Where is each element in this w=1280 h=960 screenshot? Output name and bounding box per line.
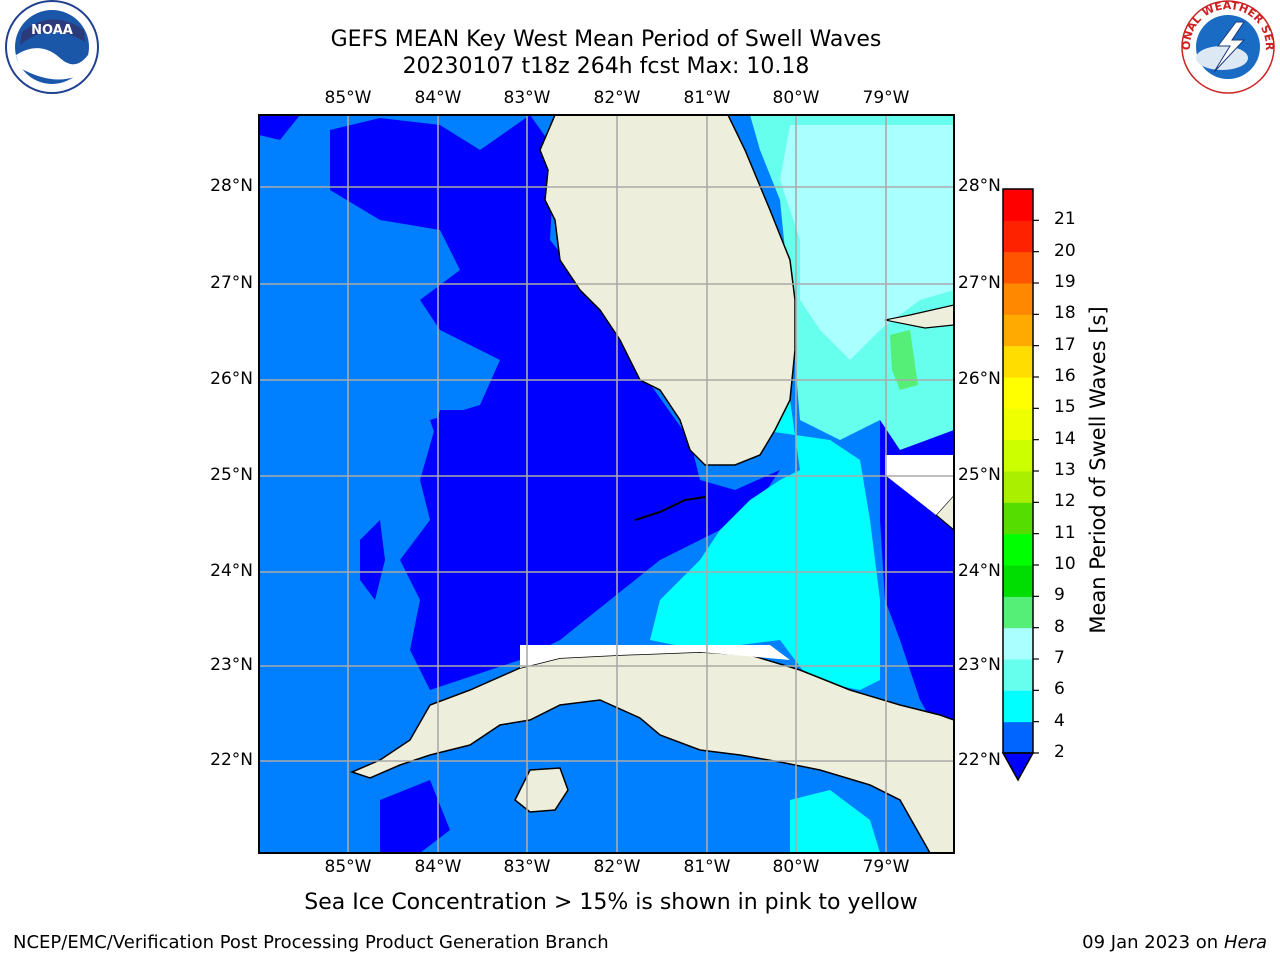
lat-label-left: 28°N — [210, 176, 253, 196]
colorbar-tick-label: 21 — [1054, 209, 1076, 230]
map-subtitle-date: 20230107 t18z 264h fcst Max: 10.18 — [402, 54, 810, 79]
colorbar-tick-label: 18 — [1054, 303, 1076, 324]
contour-lt2-small — [360, 520, 385, 600]
lat-label-right: 26°N — [958, 369, 1001, 389]
lon-label-top: 81°W — [683, 88, 731, 108]
lat-label-left: 25°N — [210, 465, 253, 485]
sea-ice-note: Sea Ice Concentration > 15% is shown in … — [304, 890, 918, 915]
colorbar-swatch — [1003, 721, 1033, 754]
footer-date-text: 09 Jan 2023 on — [1082, 932, 1219, 953]
lat-label-left: 23°N — [210, 655, 253, 675]
noaa-logo: NOAA — [5, 0, 99, 94]
lon-label-bottom: 85°W — [324, 857, 372, 877]
land-isla-juventud — [514, 767, 569, 813]
lon-label-top: 80°W — [772, 88, 820, 108]
colorbar-tick-label: 10 — [1054, 554, 1076, 574]
lat-label-right: 24°N — [958, 561, 1001, 581]
contour-4to6-south — [790, 790, 880, 853]
lat-label-right: 22°N — [958, 750, 1001, 770]
colorbar-tick-label: 7 — [1054, 648, 1065, 668]
colorbar-label: Mean Period of Swell Waves [s] — [1086, 306, 1110, 634]
map-border — [258, 114, 955, 854]
land-florida — [539, 115, 796, 466]
colorbar-tick-label: 19 — [1054, 272, 1076, 292]
lat-label-right: 28°N — [958, 176, 1001, 196]
colorbar-tick-label: 17 — [1054, 334, 1076, 355]
lat-label-left: 26°N — [210, 369, 253, 389]
colorbar-swatch — [1003, 251, 1033, 284]
colorbar-tick-label: 12 — [1054, 491, 1076, 512]
lon-label-top: 84°W — [414, 88, 462, 108]
colorbar-swatch — [1003, 439, 1033, 472]
colorbar-tick-label: 8 — [1054, 616, 1065, 637]
contour-lt2-nw — [259, 115, 300, 140]
lat-label-left: 24°N — [210, 561, 253, 581]
lon-label-bottom: 79°W — [862, 857, 910, 877]
colorbar-tick-label: 15 — [1054, 397, 1076, 418]
colorbar-tick-label: 14 — [1054, 428, 1076, 449]
lat-label-right: 25°N — [958, 465, 1001, 485]
colorbar-extend-arrow — [1001, 752, 1035, 782]
land-bahamas-north — [884, 304, 954, 329]
colorbar-tick-label: 6 — [1054, 679, 1065, 700]
footer-date: 09 Jan 2023 on Hera — [1082, 932, 1267, 953]
colorbar-swatch — [1003, 596, 1033, 629]
colorbar-swatch — [1003, 283, 1033, 315]
colorbar-swatch — [1003, 533, 1033, 566]
colorbar-swatch — [1003, 189, 1033, 221]
florida-keys — [634, 496, 706, 521]
colorbar-tick-label: 9 — [1054, 585, 1065, 606]
colorbar-tick-label: 4 — [1054, 710, 1065, 731]
lon-label-bottom: 80°W — [772, 857, 820, 877]
colorbar-tick-label: 2 — [1054, 742, 1065, 762]
lon-label-top: 82°W — [593, 88, 641, 108]
colorbar-tick-label: 13 — [1054, 460, 1076, 480]
lat-label-right: 23°N — [958, 655, 1001, 675]
colorbar-swatch — [1003, 408, 1033, 441]
colorbar-swatch — [1003, 471, 1033, 503]
nodata-mask-cuba-north — [520, 645, 790, 668]
contour-7to9-atlantic — [780, 125, 954, 360]
lon-label-bottom: 83°W — [503, 857, 551, 877]
lon-label-bottom: 84°W — [414, 857, 462, 877]
colorbar-swatch — [1003, 659, 1033, 691]
lat-label-right: 27°N — [958, 273, 1001, 293]
footer-credit: NCEP/EMC/Verification Post Processing Pr… — [13, 932, 609, 953]
nodata-mask-straits — [885, 455, 954, 515]
colorbar-swatch — [1003, 314, 1033, 347]
noaa-logo-text: NOAA — [31, 23, 73, 38]
colorbar-tick-label: 20 — [1054, 240, 1076, 261]
colorbar-swatch — [1003, 220, 1033, 253]
colorbar-swatch — [1003, 377, 1033, 409]
lon-label-top: 79°W — [862, 88, 910, 108]
lon-label-top: 85°W — [324, 88, 372, 108]
colorbar-swatch — [1003, 502, 1033, 535]
colorbar-swatch — [1003, 345, 1033, 378]
colorbar-tick-label: 16 — [1054, 366, 1076, 386]
footer-host: Hera — [1223, 932, 1267, 953]
colorbar-swatch — [1003, 565, 1033, 597]
lon-label-top: 83°W — [503, 88, 551, 108]
contour-lt2-gulf — [330, 115, 780, 690]
lat-label-left: 27°N — [210, 273, 253, 293]
contour-lt2-sw — [380, 780, 450, 853]
lon-label-bottom: 81°W — [683, 857, 731, 877]
lat-label-left: 22°N — [210, 750, 253, 770]
lon-label-bottom: 82°W — [593, 857, 641, 877]
gridlines — [259, 115, 954, 853]
colorbar-tick-label: 11 — [1054, 522, 1076, 543]
map-title: GEFS MEAN Key West Mean Period of Swell … — [330, 27, 882, 52]
colorbar-swatch — [1003, 627, 1033, 660]
colorbar-swatch — [1003, 690, 1033, 723]
contour-9to10-small — [890, 330, 918, 390]
